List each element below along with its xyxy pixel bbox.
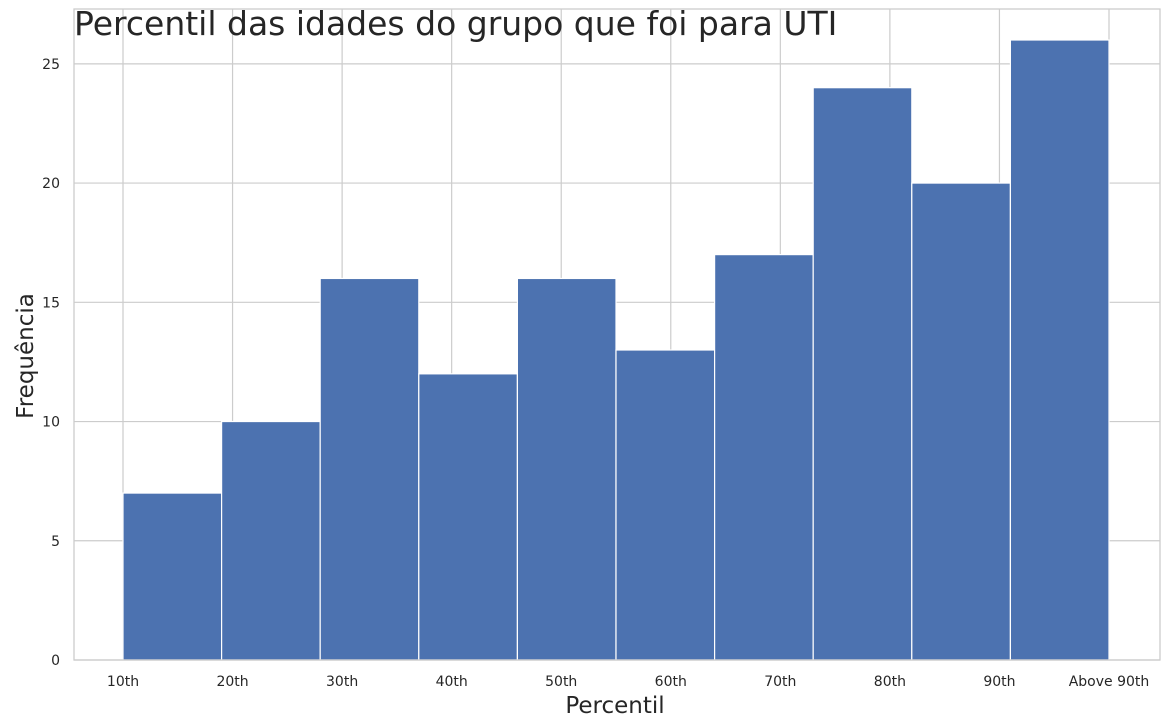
y-tick-label: 15 (42, 295, 60, 311)
histogram-bar (221, 420, 321, 661)
x-tick-label: Above 90th (1069, 674, 1150, 690)
y-tick-label: 0 (51, 653, 60, 669)
x-tick-label: 10th (107, 674, 139, 690)
x-tick-label: 30th (326, 674, 358, 690)
histogram-bar (516, 277, 617, 661)
x-tick-label: 20th (216, 674, 248, 690)
histogram-bar (122, 492, 223, 661)
chart-title: Percentil das idades do grupo que foi pa… (74, 4, 837, 43)
x-tick-label: 40th (436, 674, 468, 690)
x-tick-label: 90th (983, 674, 1015, 690)
x-tick-label: 50th (545, 674, 577, 690)
y-tick-labels: 0 5 10 15 20 25 (42, 57, 60, 669)
histogram-bar (418, 373, 518, 661)
plot-frame (73, 8, 1161, 661)
histogram-bar (812, 87, 913, 661)
histogram-bar (615, 349, 716, 661)
bars-layer (122, 39, 1110, 661)
x-tick-label: 70th (764, 674, 796, 690)
y-tick-label: 10 (42, 415, 60, 431)
y-tick-label: 25 (42, 57, 60, 73)
y-tick-label: 20 (42, 176, 60, 192)
y-tick-label: 5 (51, 534, 60, 550)
x-tick-labels: 10th 20th 30th 40th 50th 60th 70th 80th 90th Abov… (107, 674, 1149, 690)
histogram-bar (911, 182, 1011, 661)
x-tick-label: 80th (874, 674, 906, 690)
histogram-bar (319, 277, 420, 661)
x-tick-label: 60th (655, 674, 687, 690)
y-axis-label: Frequência (13, 293, 39, 419)
histogram-bar (713, 254, 814, 661)
histogram-bar (1009, 39, 1110, 661)
x-axis-label: Percentil (565, 693, 664, 719)
